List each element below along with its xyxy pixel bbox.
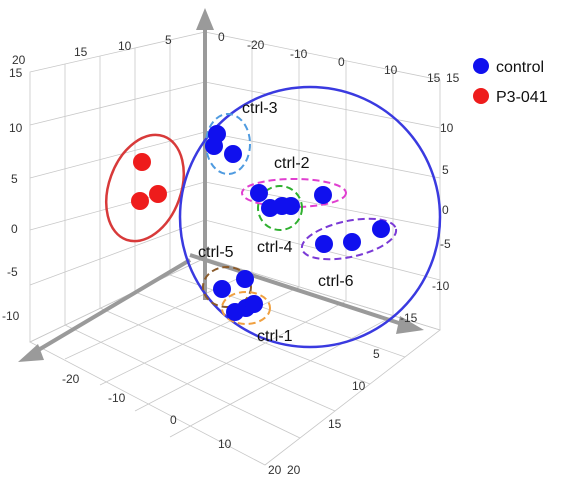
tick-label: -20 <box>62 372 80 386</box>
cluster-outline-ctrl-6 <box>300 217 398 261</box>
data-point-control <box>236 270 254 288</box>
tick-label: 10 <box>9 121 23 135</box>
data-point-control <box>372 220 390 238</box>
data-points <box>131 125 390 321</box>
tick-label: 15 <box>9 66 23 80</box>
tick-label: 20 <box>287 463 301 477</box>
vertical-axis-arrowhead <box>196 8 214 30</box>
cluster-label-ctrl-6: ctrl-6 <box>318 273 354 290</box>
tick-label: 0 <box>170 413 177 427</box>
legend-label-p3-041: P3-041 <box>496 89 548 106</box>
tick-label: 5 <box>11 172 18 186</box>
cluster-label-ctrl-5: ctrl-5 <box>198 244 234 261</box>
legend-label-control: control <box>496 59 544 76</box>
tick-label: 10 <box>118 39 132 53</box>
legend: control P3-041 <box>473 58 548 106</box>
tick-label: 15 <box>446 71 460 85</box>
p3-041-group-outline <box>105 133 185 243</box>
data-point-control <box>315 235 333 253</box>
tick-label: 20 <box>268 463 282 477</box>
tick-label: -15 <box>400 311 418 325</box>
left-axis-arrow <box>33 258 192 354</box>
tick-label: 15 <box>74 45 88 59</box>
cluster-label-ctrl-3: ctrl-3 <box>242 100 278 117</box>
cluster-outline-ctrl-1 <box>221 291 271 325</box>
tick-label: -5 <box>440 237 451 251</box>
tick-label: 5 <box>373 347 380 361</box>
tick-label: -10 <box>108 391 126 405</box>
tick-label: 0 <box>442 203 449 217</box>
tick-label: 10 <box>218 437 232 451</box>
tick-label: 10 <box>352 379 366 393</box>
data-point-control <box>343 233 361 251</box>
data-point-p3-041 <box>149 185 167 203</box>
tick-labels: 20 15 10 5 0 -20 -10 0 10 15 15 10 5 0 -… <box>2 30 460 477</box>
data-point-p3-041 <box>131 192 149 210</box>
data-point-control <box>213 280 231 298</box>
data-point-control <box>245 295 263 313</box>
legend-item-p3-041: P3-041 <box>473 88 548 106</box>
tick-label: 15 <box>328 417 342 431</box>
tick-label: 20 <box>12 53 26 67</box>
cluster-label-ctrl-2: ctrl-2 <box>274 155 310 172</box>
data-point-control <box>282 197 300 215</box>
cluster-label-ctrl-1: ctrl-1 <box>257 328 293 345</box>
group-outlines <box>105 85 442 349</box>
data-point-control <box>314 186 332 204</box>
tick-label: 0 <box>218 30 225 44</box>
cluster-label-ctrl-4: ctrl-4 <box>257 239 293 256</box>
cluster-labels: ctrl-3 ctrl-2 ctrl-4 ctrl-5 ctrl-6 ctrl-… <box>198 100 354 345</box>
tick-label: -10 <box>432 279 450 293</box>
tick-label: 10 <box>440 121 454 135</box>
tick-label: 0 <box>11 222 18 236</box>
tick-label: 0 <box>338 55 345 69</box>
tick-label: -20 <box>247 38 265 52</box>
tick-label: 5 <box>165 33 172 47</box>
tick-label: 10 <box>384 63 398 77</box>
tick-label: 15 <box>427 71 441 85</box>
control-group-outline <box>178 85 442 349</box>
legend-marker-p3-041 <box>473 88 489 104</box>
tick-label: -10 <box>290 47 308 61</box>
cluster-outline-ctrl-5 <box>202 266 252 308</box>
legend-item-control: control <box>473 58 544 76</box>
left-axis-arrowhead <box>18 344 44 362</box>
data-point-control <box>224 145 242 163</box>
data-point-control <box>250 184 268 202</box>
cluster-outline-ctrl-4 <box>257 185 303 231</box>
tick-label: 5 <box>442 163 449 177</box>
tick-label: -5 <box>7 265 18 279</box>
data-point-control <box>205 137 223 155</box>
tick-label: -10 <box>2 309 20 323</box>
data-point-p3-041 <box>133 153 151 171</box>
legend-marker-control <box>473 58 489 74</box>
right-axis-arrowhead <box>396 316 424 334</box>
